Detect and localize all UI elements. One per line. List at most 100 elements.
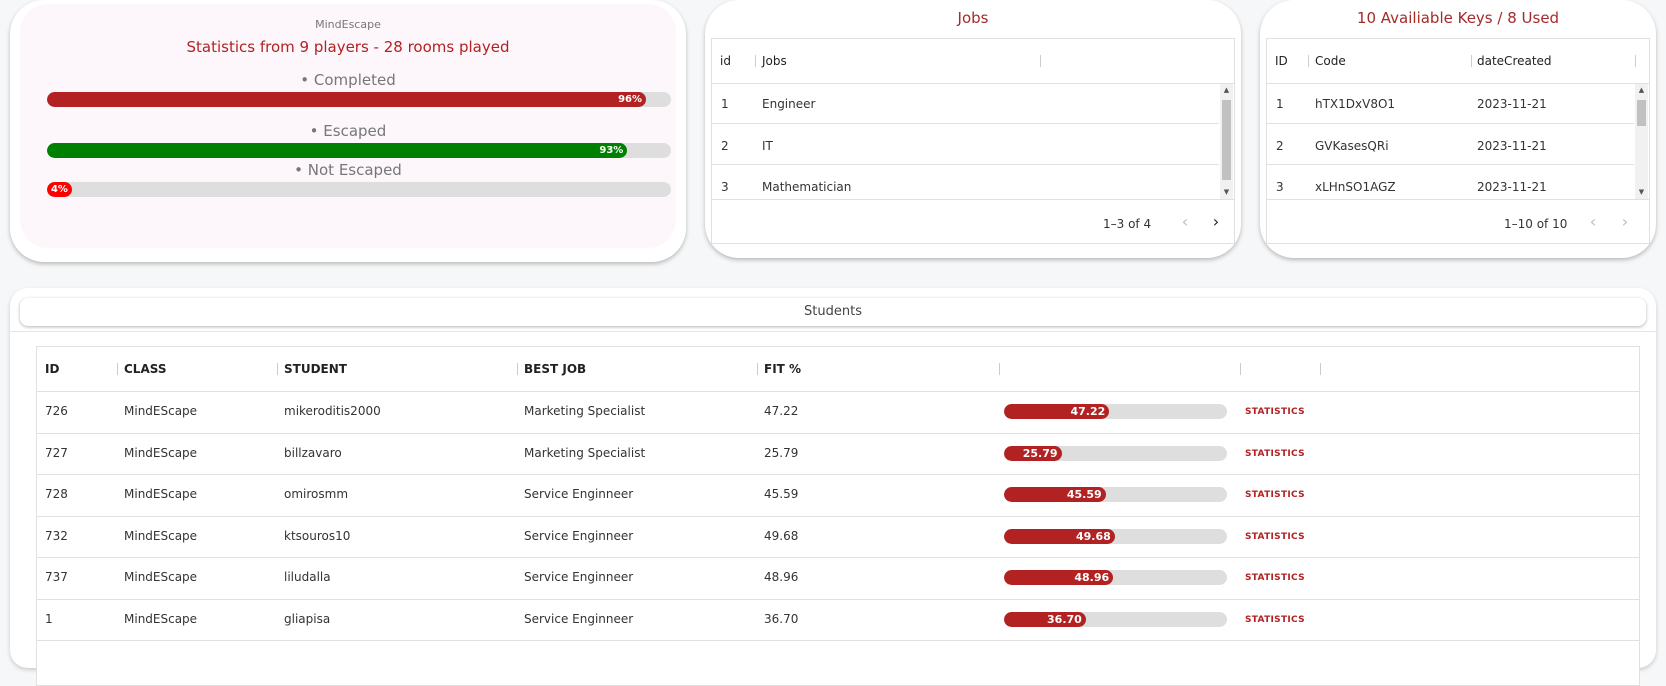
student-cell-best-job: Service Enginneer <box>524 611 634 626</box>
student-cell-best-job: Service Enginneer <box>524 528 634 543</box>
student-cell-id: 727 <box>45 445 68 460</box>
table-row[interactable]: 727 MindEScape billzavaro Marketing Special… <box>37 434 1639 475</box>
jobs-cell-job: IT <box>762 139 773 153</box>
completed-percent: 96% <box>618 94 643 105</box>
student-cell-id: 726 <box>45 404 68 418</box>
students-col-best-job[interactable]: BEST JOB <box>524 362 587 376</box>
students-header[interactable]: Students <box>20 298 1646 326</box>
footer-divider <box>712 199 1234 200</box>
keys-col-code[interactable]: Code <box>1315 54 1346 68</box>
students-col-id[interactable]: ID <box>45 362 60 376</box>
jobs-col-jobs[interactable]: Jobs <box>762 54 787 68</box>
jobs-cell-id: 3 <box>721 180 729 194</box>
row-divider <box>1267 123 1634 124</box>
column-separator[interactable] <box>1308 55 1309 67</box>
students-col-class[interactable]: CLASS <box>124 362 167 376</box>
row-divider <box>37 640 1639 641</box>
keys-cell-id: 2 <box>1276 139 1284 153</box>
fit-progress-value: 36.70 <box>1047 612 1082 626</box>
table-row[interactable]: 737 MindEScape liludalla Service Enginneer 4… <box>37 558 1639 600</box>
students-col-fit[interactable]: FIT % <box>764 362 802 376</box>
keys-col-id[interactable]: ID <box>1275 54 1288 68</box>
row-divider <box>1267 164 1634 165</box>
fit-progress-fill: 48.96 <box>1004 570 1114 585</box>
completed-label: • Completed <box>300 71 396 89</box>
column-separator[interactable] <box>999 363 1000 375</box>
fit-progress-value: 45.59 <box>1066 488 1102 501</box>
triangle-down-icon[interactable]: ▼ <box>1223 188 1230 196</box>
column-separator[interactable] <box>1320 363 1321 375</box>
chevron-right-icon[interactable]: › <box>1621 212 1629 231</box>
chevron-right-icon[interactable]: › <box>1212 212 1220 231</box>
header-divider <box>712 83 1234 84</box>
student-cell-name: mikeroditis2000 <box>284 404 381 418</box>
jobs-pagination-text: 1–3 of 4 <box>1103 217 1152 231</box>
fit-progress-fill: 25.79 <box>1004 445 1062 461</box>
student-cell-name: liludalla <box>284 570 331 584</box>
brand-label: MindEscape <box>315 18 381 31</box>
student-cell-class: MindEScape <box>124 404 198 418</box>
statistics-button[interactable]: STATISTICS <box>1245 573 1305 583</box>
scrollbar-thumb[interactable] <box>1222 100 1231 180</box>
column-separator[interactable] <box>755 55 756 67</box>
column-separator[interactable] <box>1040 55 1041 67</box>
table-row[interactable]: 728 MindEScape omirosmm Service Enginneer 45… <box>37 475 1639 517</box>
fit-progress-fill: 47.22 <box>1004 404 1110 419</box>
column-separator[interactable] <box>117 363 118 375</box>
fit-progress-fill: 45.59 <box>1004 487 1106 502</box>
keys-card: 10 Availiable Keys / 8 Used ID Code date… <box>1260 0 1656 258</box>
escaped-progress-fill: 93% <box>47 143 628 158</box>
fit-progress-bar: 25.79 <box>1004 445 1227 461</box>
column-separator[interactable] <box>1471 55 1472 67</box>
students-col-student[interactable]: STUDENT <box>284 362 347 376</box>
student-cell-class: MindEScape <box>124 445 198 460</box>
statistics-button[interactable]: STATISTICS <box>1245 448 1305 459</box>
table-row[interactable]: 726 MindEScape mikeroditis2000 Marketing Sp… <box>37 392 1639 434</box>
statistics-button[interactable]: STATISTICS <box>1245 531 1305 542</box>
chevron-left-icon[interactable]: ‹ <box>1589 212 1597 231</box>
table-row[interactable]: 732 MindEScape ktsouros10 Service Enginneer… <box>37 517 1639 558</box>
students-card: Students ID CLASS STUDENT BEST JOB FIT %… <box>10 288 1656 686</box>
keys-col-date[interactable]: dateCreated <box>1477 54 1552 68</box>
row-divider <box>37 557 1639 558</box>
column-separator[interactable] <box>277 363 278 375</box>
student-cell-best-job: Marketing Specialist <box>524 404 646 418</box>
jobs-scrollbar[interactable]: ▲ ▼ <box>1220 84 1233 199</box>
jobs-col-id[interactable]: id <box>720 54 731 68</box>
student-cell-fit: 47.22 <box>764 404 799 418</box>
keys-title: 10 Availiable Keys / 8 Used <box>1356 9 1560 27</box>
statistics-button[interactable]: STATISTICS <box>1245 490 1305 500</box>
student-cell-best-job: Service Enginneer <box>524 570 634 584</box>
column-separator[interactable] <box>757 363 758 375</box>
student-cell-class: MindEScape <box>124 611 198 626</box>
header-divider <box>1267 83 1649 84</box>
fit-progress-fill: 49.68 <box>1004 528 1115 544</box>
triangle-up-icon[interactable]: ▲ <box>1223 86 1230 94</box>
student-cell-class: MindEScape <box>124 528 198 543</box>
fit-progress-bar: 49.68 <box>1004 528 1227 544</box>
statistics-button[interactable]: STATISTICS <box>1245 407 1305 417</box>
student-cell-fit: 25.79 <box>764 445 799 460</box>
fit-progress-fill: 36.70 <box>1004 611 1086 627</box>
jobs-cell-job: Engineer <box>762 97 816 111</box>
column-separator[interactable] <box>517 363 518 375</box>
escaped-percent: 93% <box>599 145 624 156</box>
fit-progress-value: 48.96 <box>1074 571 1110 584</box>
statistics-button[interactable]: STATISTICS <box>1245 614 1305 625</box>
chevron-left-icon[interactable]: ‹ <box>1181 212 1189 231</box>
student-cell-name: ktsouros10 <box>284 528 351 543</box>
keys-cell-code: GVKasesQRi <box>1315 139 1389 153</box>
column-separator[interactable] <box>1635 55 1636 67</box>
scrollbar-thumb[interactable] <box>1637 100 1646 126</box>
row-divider <box>712 123 1219 124</box>
column-separator[interactable] <box>1240 363 1241 375</box>
not-escaped-label: • Not Escaped <box>294 161 402 179</box>
header-divider <box>37 391 1639 392</box>
table-row[interactable]: 1 MindEScape gliapisa Service Enginneer 36.7… <box>37 600 1639 641</box>
triangle-down-icon[interactable]: ▼ <box>1638 188 1645 196</box>
statistics-title: Statistics from 9 players - 28 rooms pla… <box>186 38 510 56</box>
triangle-up-icon[interactable]: ▲ <box>1638 86 1645 94</box>
keys-scrollbar[interactable]: ▲ ▼ <box>1635 84 1648 199</box>
completed-progress-bar: 96% <box>47 92 671 107</box>
keys-cell-id: 1 <box>1276 97 1284 111</box>
